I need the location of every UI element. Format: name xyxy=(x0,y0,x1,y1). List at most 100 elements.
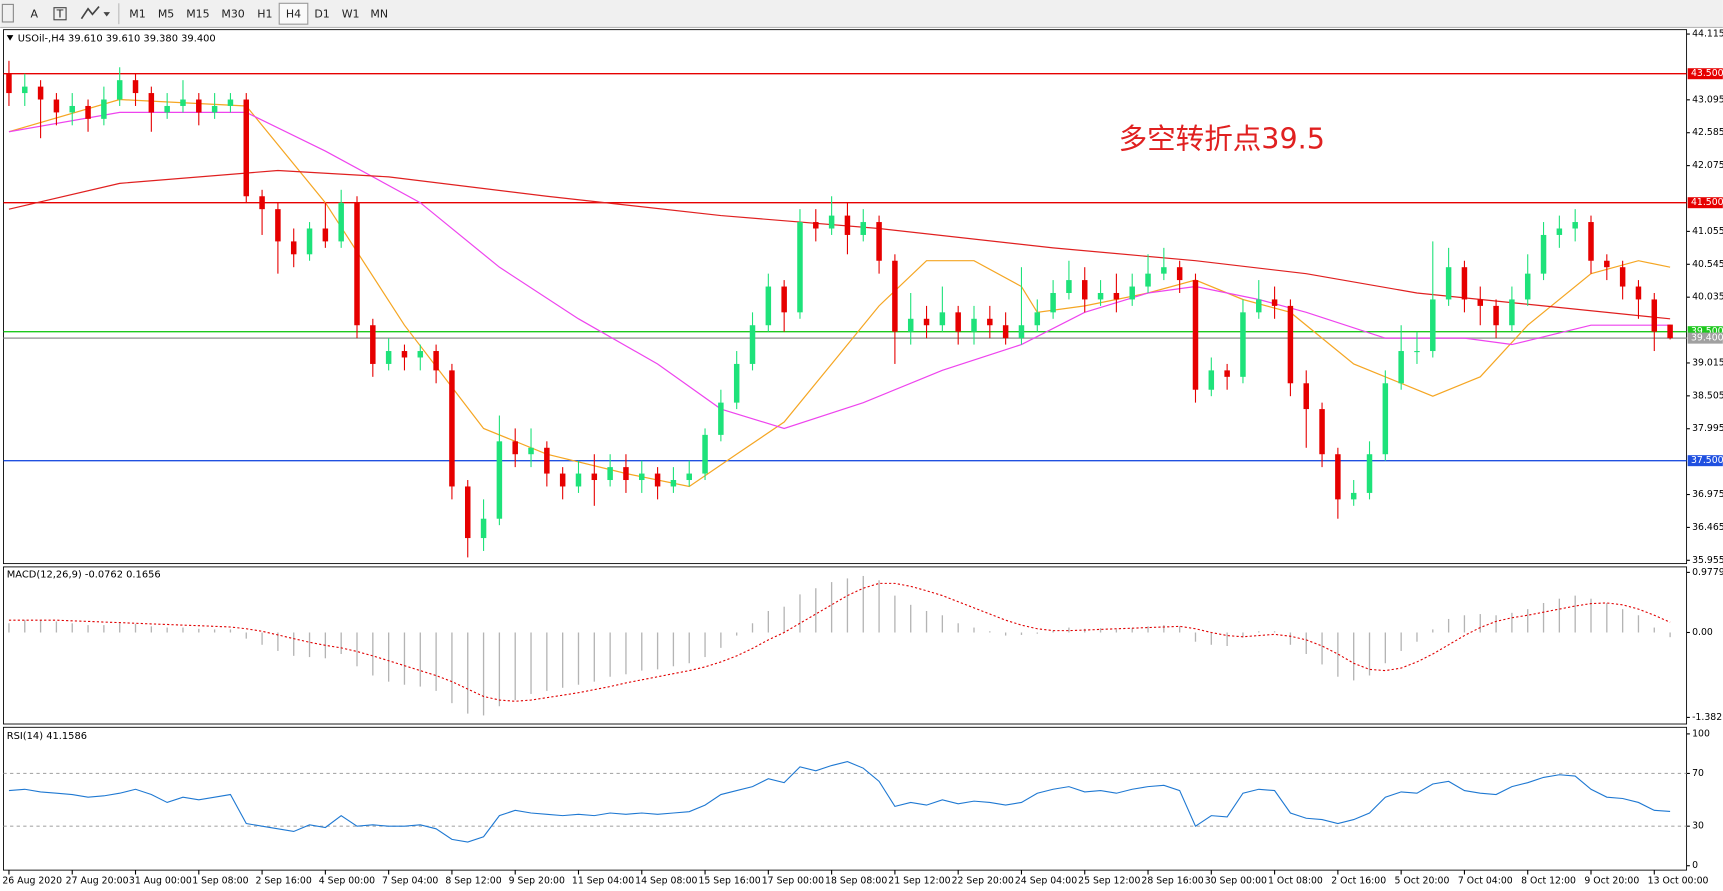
candle-body xyxy=(1382,383,1389,455)
candle-body xyxy=(1161,267,1167,274)
candle-body xyxy=(1066,280,1072,293)
level-tag xyxy=(1687,455,1723,467)
candle-body xyxy=(180,99,186,106)
candle-body xyxy=(132,80,139,94)
candle-body xyxy=(85,105,91,119)
price-panel xyxy=(3,29,1688,565)
timeframe-button[interactable]: MN xyxy=(370,7,388,20)
timeframe-button[interactable]: W1 xyxy=(342,7,360,20)
y-tick-label: 38.505 xyxy=(1692,390,1723,401)
candle-body xyxy=(275,209,281,242)
x-tick-label: 30 Sep 00:00 xyxy=(1205,876,1267,887)
candle-body xyxy=(907,318,914,332)
candle-body xyxy=(1192,280,1199,390)
y-tick-label: 36.975 xyxy=(1692,489,1723,500)
candle-body xyxy=(37,86,44,100)
timeframe-button[interactable]: M30 xyxy=(221,7,244,20)
candle-body xyxy=(1097,292,1104,300)
candle-body xyxy=(1050,292,1056,313)
y-tick-label: -1.382 xyxy=(1692,712,1722,723)
candle-body xyxy=(528,447,534,455)
candle-body xyxy=(813,222,819,229)
candle-body xyxy=(322,228,329,242)
timeframe-button[interactable]: M15 xyxy=(186,7,209,20)
candle-body xyxy=(1604,260,1610,268)
candle-body xyxy=(1350,492,1357,500)
timeframe-button[interactable]: M5 xyxy=(158,7,174,20)
toolbar-grip xyxy=(1,3,14,23)
candle-body xyxy=(860,222,867,235)
level-tag-label: 39.500 xyxy=(1691,326,1723,337)
x-tick-label: 13 Oct 00:00 xyxy=(1648,876,1709,887)
candle-body xyxy=(1635,286,1642,300)
shapes-dropdown[interactable] xyxy=(103,12,111,17)
candle-body xyxy=(211,105,218,113)
label-tool-frame xyxy=(53,7,67,21)
candle-body xyxy=(575,473,582,487)
timeframe-selected xyxy=(278,2,309,25)
y-tick-label: 43.095 xyxy=(1692,94,1723,105)
text-tool[interactable]: A xyxy=(30,7,38,20)
x-tick-label: 9 Oct 20:00 xyxy=(1584,876,1639,887)
candle-body xyxy=(1335,454,1341,500)
level-tag-label: 39.400 xyxy=(1691,333,1723,344)
timeframe-button[interactable]: M1 xyxy=(129,7,145,20)
x-tick-label: 9 Sep 20:00 xyxy=(509,876,565,887)
y-tick-label: 42.585 xyxy=(1692,127,1723,138)
label-tool[interactable]: T xyxy=(56,7,64,20)
candle-body xyxy=(1256,299,1262,313)
candle-body xyxy=(591,473,598,481)
candle-body xyxy=(923,318,930,326)
y-tick-label: 37.995 xyxy=(1692,423,1723,434)
x-tick-label: 22 Sep 20:00 xyxy=(952,876,1014,887)
x-tick-label: 31 Aug 00:00 xyxy=(129,876,192,887)
candle-body xyxy=(1524,273,1531,300)
y-tick-label: 0.00 xyxy=(1692,627,1713,638)
candle-body xyxy=(1018,325,1025,339)
timeframe-button[interactable]: D1 xyxy=(314,7,329,20)
candle-body xyxy=(559,473,566,487)
candle-body xyxy=(955,312,961,332)
shapes-tool[interactable] xyxy=(80,6,100,20)
symbol-menu-arrow[interactable] xyxy=(6,35,14,41)
candle-body xyxy=(354,202,360,326)
candle-body xyxy=(464,486,471,539)
candle-body xyxy=(1366,454,1373,493)
y-tick-label: 44.115 xyxy=(1692,29,1723,40)
y-tick-label: 30 xyxy=(1692,821,1704,832)
candle-body xyxy=(718,402,724,435)
candle-body xyxy=(6,73,12,94)
candle-body xyxy=(259,196,265,210)
candle-body xyxy=(1208,370,1215,390)
x-tick-label: 15 Sep 16:00 xyxy=(698,876,760,887)
timeframe-button[interactable]: H1 xyxy=(257,7,272,20)
candle-body xyxy=(1240,312,1246,377)
y-tick-label: 36.465 xyxy=(1692,522,1723,533)
rsi-line xyxy=(8,761,1671,843)
y-tick-label: 40.545 xyxy=(1692,259,1723,270)
candle-body xyxy=(22,86,28,94)
timeframe-button[interactable]: H4 xyxy=(286,7,301,20)
candle-body xyxy=(623,467,629,481)
candle-body xyxy=(290,241,297,255)
x-tick-label: 1 Oct 08:00 xyxy=(1268,876,1323,887)
x-tick-label: 5 Oct 20:00 xyxy=(1395,876,1450,887)
candle-body xyxy=(1572,222,1578,229)
candle-body xyxy=(53,99,60,113)
candle-body xyxy=(1129,286,1135,300)
x-tick-label: 24 Sep 04:00 xyxy=(1015,876,1077,887)
candle-body xyxy=(971,318,977,332)
x-tick-label: 17 Sep 00:00 xyxy=(762,876,824,887)
candle-body xyxy=(844,215,851,235)
x-tick-label: 7 Sep 04:00 xyxy=(382,876,438,887)
x-tick-label: 11 Sep 04:00 xyxy=(572,876,634,887)
x-tick-label: 8 Sep 12:00 xyxy=(445,876,501,887)
candle-body xyxy=(686,473,692,481)
level-tag-label: 41.500 xyxy=(1691,197,1723,208)
y-tick-label: 40.035 xyxy=(1692,292,1723,303)
candle-body xyxy=(749,325,756,364)
candle-body xyxy=(892,260,898,332)
candle-body xyxy=(781,286,787,313)
candle-body xyxy=(496,441,503,519)
